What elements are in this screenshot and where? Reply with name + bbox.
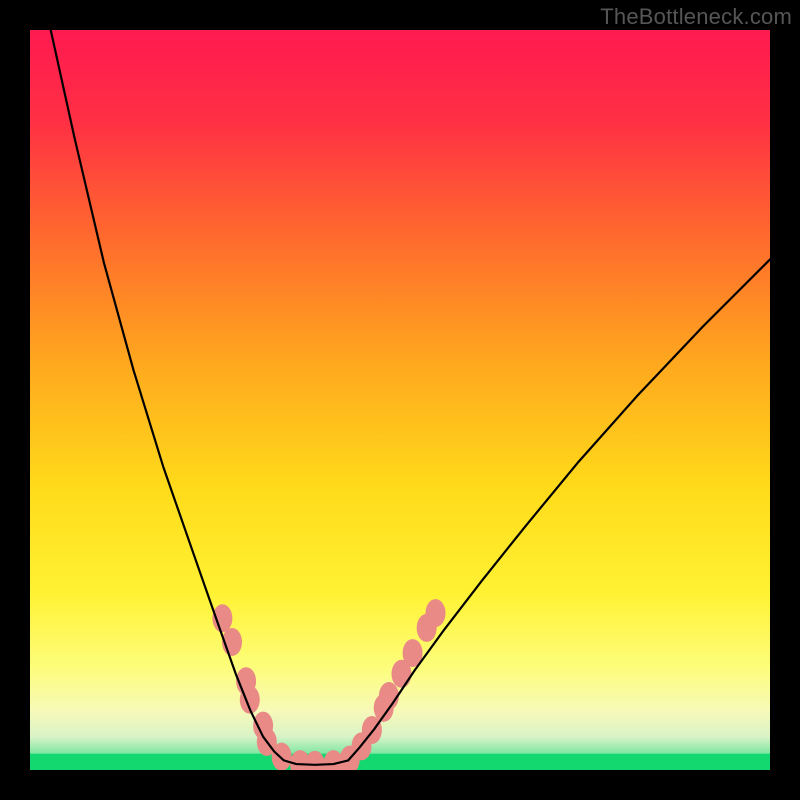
- watermark-text: TheBottleneck.com: [600, 4, 792, 30]
- gradient-background: [30, 30, 770, 770]
- curve-marker: [379, 682, 399, 710]
- plot-svg: [30, 30, 770, 770]
- chart-frame: TheBottleneck.com: [0, 0, 800, 800]
- green-band: [30, 754, 770, 770]
- curve-marker: [272, 743, 292, 770]
- curve-marker: [426, 599, 446, 627]
